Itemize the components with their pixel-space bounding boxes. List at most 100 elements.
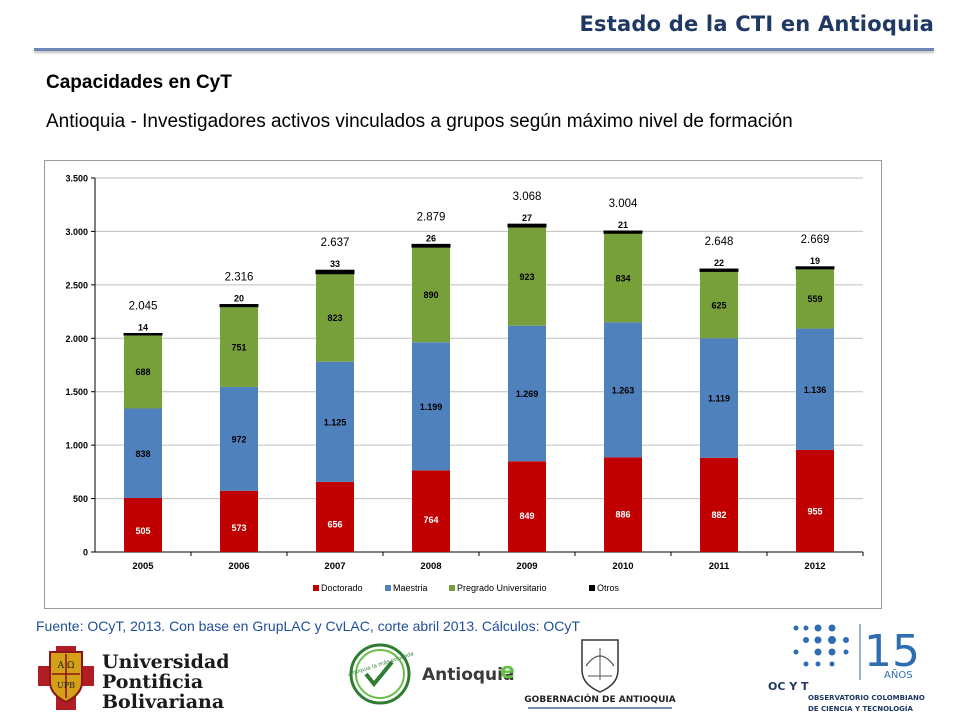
bar-segment-doctorado	[220, 490, 258, 552]
stacked-bar-chart: 0 500 1.000 1.500 2.000 2.500 3.000 3.500 505 838…	[65, 174, 864, 593]
data-label-otros: 14	[138, 322, 148, 332]
y-tick-label: 3.500	[65, 174, 88, 184]
antioquia-wordmark: Antioquia	[422, 665, 514, 685]
bar-segment-maestria	[700, 338, 738, 458]
data-label-otros: 20	[234, 294, 244, 304]
bar-segment-otros	[411, 243, 451, 248]
bar-segment-maestria	[316, 361, 354, 482]
chart-subtitle: Antioquia - Investigadores activos vincu…	[46, 111, 793, 132]
bar-segment-pregrado-universitario	[604, 233, 642, 323]
bar-segment-pregrado-universitario	[124, 334, 162, 409]
total-label: 2.879	[417, 211, 446, 223]
data-label: 886	[615, 510, 630, 520]
y-tick-label: 500	[73, 494, 88, 504]
bar-segment-doctorado	[316, 481, 354, 552]
legend-swatch	[313, 585, 319, 591]
legend-swatch	[589, 585, 595, 591]
data-label: 823	[327, 313, 342, 323]
legend-swatch	[449, 585, 455, 591]
bar-segment-maestria	[220, 386, 258, 491]
total-label: 3.068	[513, 191, 542, 203]
bar-segment-otros	[795, 266, 835, 270]
ocyt-logo: 15 AÑOS OC Y T OBSERVATORIO COLOMBIANO D…	[768, 620, 948, 716]
data-label: 764	[423, 515, 438, 525]
bar-segment-pregrado-universitario	[796, 268, 834, 329]
y-tick-label: 0	[83, 548, 88, 558]
bar-segment-otros	[315, 269, 355, 275]
gobernacion-logo: GOBERNACIÓN DE ANTIOQUIA	[522, 636, 678, 712]
x-tick-label: 2010	[612, 561, 633, 572]
y-tick-label: 1.500	[65, 387, 88, 397]
data-label: 573	[231, 523, 246, 533]
bar-segment-pregrado-universitario	[412, 247, 450, 343]
antioquia-educada-logo: Antioquia la más educada Antioquia e	[344, 636, 520, 712]
bar-segment-doctorado	[412, 470, 450, 552]
upb-logo: A Ω UPB Universidad Pontificia Bolivaria…	[38, 646, 230, 713]
x-tick-label: 2012	[804, 561, 825, 572]
data-label: 890	[423, 290, 438, 300]
x-tick-label: 2009	[516, 561, 537, 572]
data-label-otros: 21	[618, 220, 628, 230]
antioquia-e-mark: e	[500, 659, 515, 684]
y-tick-label: 2.500	[65, 280, 88, 290]
ocyt-line2: DE CIENCIA Y TECNOLOGÍA	[808, 704, 914, 713]
chart-container: 0 500 1.000 1.500 2.000 2.500 3.000 3.500 505 838…	[44, 160, 882, 609]
total-label: 2.045	[129, 300, 158, 312]
data-label-otros: 26	[426, 233, 436, 243]
bar-segment-otros	[603, 230, 643, 234]
bar-segment-otros	[507, 223, 547, 228]
y-tick-label: 3.000	[65, 227, 88, 237]
data-label: 955	[807, 507, 822, 517]
bar-segment-doctorado	[604, 457, 642, 552]
data-label-otros: 19	[810, 256, 820, 266]
data-label: 849	[519, 511, 534, 521]
total-label: 2.669	[801, 234, 830, 246]
data-label: 625	[711, 300, 726, 310]
bar-segment-maestria	[604, 322, 642, 458]
upb-shield-bottom: UPB	[57, 681, 75, 690]
bar-segment-pregrado-universitario	[508, 227, 546, 326]
data-label-otros: 27	[522, 213, 532, 223]
data-label: 1.125	[324, 417, 347, 427]
data-label: 834	[615, 273, 630, 283]
data-label: 656	[327, 519, 342, 529]
x-tick-label: 2006	[228, 561, 249, 572]
bar-segment-pregrado-universitario	[220, 306, 258, 387]
section-title: Capacidades en CyT	[46, 72, 232, 93]
bar-segment-otros	[219, 304, 259, 308]
source-note: Fuente: OCyT, 2013. Con base en GrupLAC …	[36, 618, 580, 634]
upb-line1: Universidad	[102, 651, 228, 673]
bar-segment-maestria	[124, 408, 162, 499]
data-label: 923	[519, 272, 534, 282]
legend-label: Pregrado Universitario	[457, 583, 547, 593]
data-label-otros: 22	[714, 258, 724, 268]
header-rule	[34, 48, 934, 51]
bar-segment-doctorado	[796, 449, 834, 552]
data-label-otros: 33	[330, 259, 340, 269]
ocyt-anios: AÑOS	[884, 668, 913, 681]
header-title: Estado de la CTI en Antioquia	[579, 12, 934, 36]
x-tick-label: 2005	[132, 561, 154, 572]
bar-segment-otros	[123, 332, 163, 336]
legend-swatch	[385, 585, 391, 591]
total-label: 2.648	[705, 236, 734, 248]
gobernacion-text: GOBERNACIÓN DE ANTIOQUIA	[524, 693, 675, 705]
bar-segment-doctorado	[124, 498, 162, 552]
y-tick-label: 2.000	[65, 334, 88, 344]
ocyt-line1: OBSERVATORIO COLOMBIANO	[808, 694, 925, 702]
ocyt-15: 15	[864, 626, 920, 677]
total-label: 2.637	[321, 237, 350, 249]
upb-line2: Pontificia	[102, 671, 203, 693]
data-label: 559	[807, 294, 822, 304]
bar-segment-doctorado	[508, 461, 546, 552]
data-label: 1.269	[516, 389, 539, 399]
data-label: 751	[231, 342, 246, 352]
legend-label: Doctorado	[321, 583, 363, 593]
upb-line3: Bolivariana	[102, 691, 224, 710]
y-tick-label: 1.000	[65, 441, 88, 451]
bar-segment-maestria	[796, 328, 834, 450]
bar-segment-doctorado	[700, 457, 738, 552]
x-tick-label: 2008	[420, 561, 441, 572]
data-label: 972	[231, 434, 246, 444]
bar-segment-maestria	[508, 325, 546, 462]
